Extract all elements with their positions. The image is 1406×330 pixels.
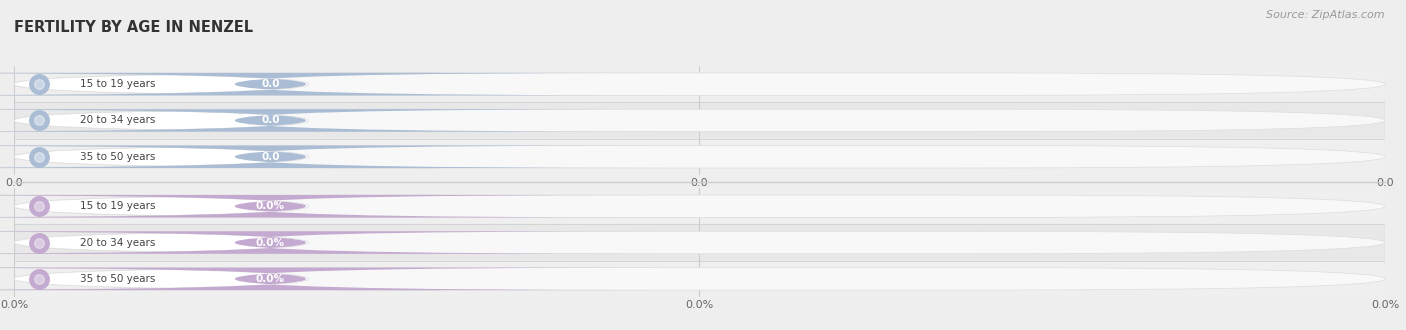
Text: 15 to 19 years: 15 to 19 years (80, 201, 155, 211)
FancyBboxPatch shape (14, 231, 1385, 254)
Text: Source: ZipAtlas.com: Source: ZipAtlas.com (1267, 10, 1385, 20)
Text: 0.0: 0.0 (262, 115, 280, 125)
Text: 0.0: 0.0 (262, 79, 280, 89)
Text: 15 to 19 years: 15 to 19 years (80, 79, 155, 89)
FancyBboxPatch shape (0, 231, 659, 254)
FancyBboxPatch shape (0, 109, 439, 132)
Bar (14, 224, 1385, 261)
Bar (14, 139, 1385, 175)
Bar (14, 261, 1385, 297)
Text: 0.0%: 0.0% (256, 201, 285, 211)
FancyBboxPatch shape (0, 146, 659, 168)
FancyBboxPatch shape (0, 195, 439, 217)
FancyBboxPatch shape (14, 109, 1385, 132)
FancyBboxPatch shape (0, 109, 659, 132)
FancyBboxPatch shape (0, 268, 439, 290)
Bar (14, 188, 1385, 224)
FancyBboxPatch shape (14, 146, 1385, 168)
Bar (14, 66, 1385, 102)
FancyBboxPatch shape (14, 268, 1385, 290)
FancyBboxPatch shape (0, 195, 659, 217)
Text: 20 to 34 years: 20 to 34 years (80, 238, 155, 248)
Text: 0.0%: 0.0% (256, 274, 285, 284)
FancyBboxPatch shape (14, 73, 1385, 95)
FancyBboxPatch shape (0, 73, 659, 95)
FancyBboxPatch shape (14, 195, 1385, 217)
Text: FERTILITY BY AGE IN NENZEL: FERTILITY BY AGE IN NENZEL (14, 20, 253, 35)
Text: 20 to 34 years: 20 to 34 years (80, 115, 155, 125)
Bar (14, 102, 1385, 139)
FancyBboxPatch shape (0, 231, 439, 254)
Text: 35 to 50 years: 35 to 50 years (80, 274, 155, 284)
Text: 0.0%: 0.0% (256, 238, 285, 248)
FancyBboxPatch shape (0, 73, 439, 95)
FancyBboxPatch shape (0, 146, 439, 168)
FancyBboxPatch shape (0, 268, 659, 290)
Text: 0.0: 0.0 (262, 152, 280, 162)
Text: 35 to 50 years: 35 to 50 years (80, 152, 155, 162)
